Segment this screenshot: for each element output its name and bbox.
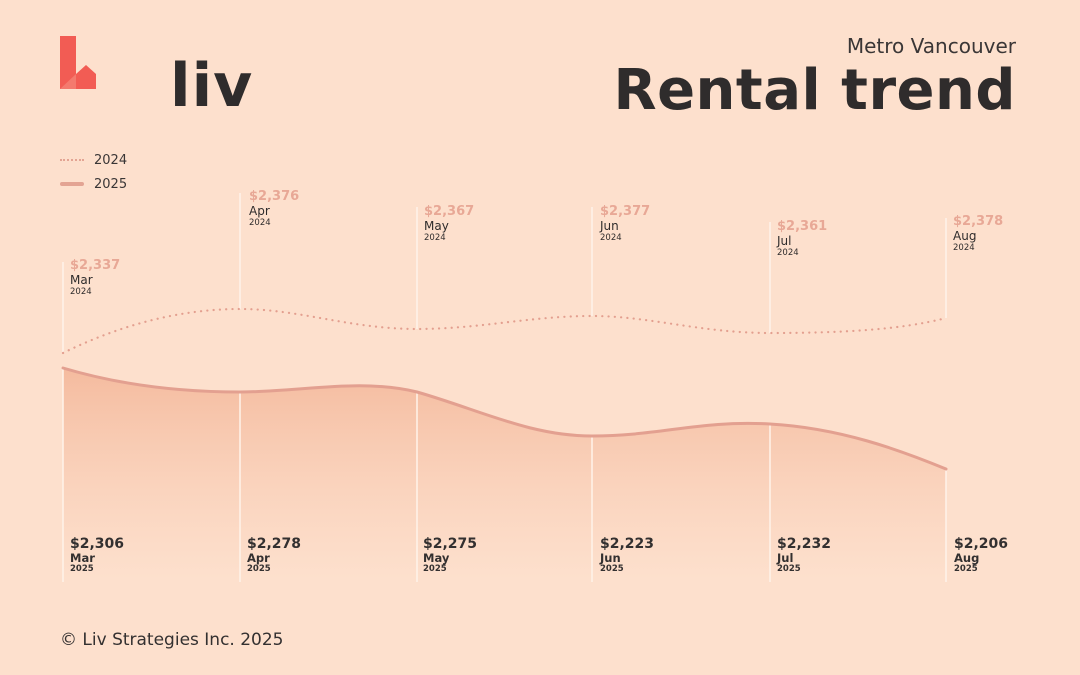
year-label: 2025 xyxy=(423,564,447,575)
year-label: 2025 xyxy=(600,564,624,575)
year-label: 2025 xyxy=(70,564,94,575)
year-label: 2024 xyxy=(953,242,975,253)
label-2025-jun: $2,223 Jun 2025 xyxy=(600,536,654,575)
legend-item-2025: 2025 xyxy=(60,172,127,196)
month-label: May xyxy=(423,551,450,566)
value-2025: $2,232 xyxy=(777,536,832,552)
solid-line-swatch-icon xyxy=(60,182,84,186)
logo-wordmark: liv xyxy=(170,51,254,121)
month-label: Jun xyxy=(600,218,619,233)
value-2024: $2,361 xyxy=(777,219,828,234)
legend-item-2024: 2024 xyxy=(60,148,127,172)
label-2024-mar: $2,337 Mar 2024 xyxy=(70,258,121,298)
label-2025-may: $2,275 May 2025 xyxy=(423,536,477,575)
value-2025: $2,206 xyxy=(954,536,1009,552)
value-2025: $2,306 xyxy=(70,536,125,552)
line-2025 xyxy=(61,366,948,471)
value-2024: $2,378 xyxy=(953,214,1004,229)
value-2025: $2,223 xyxy=(600,536,655,552)
label-2025-jul: $2,232 Jul 2025 xyxy=(777,536,831,575)
value-2024: $2,337 xyxy=(70,258,121,273)
value-2024: $2,377 xyxy=(600,204,651,219)
year-label: 2024 xyxy=(777,247,799,258)
year-label: 2024 xyxy=(600,232,622,243)
label-2025-mar: $2,306 Mar 2025 xyxy=(70,536,124,575)
year-label: 2025 xyxy=(247,564,271,575)
guides-2025 xyxy=(62,368,947,582)
value-2025: $2,275 xyxy=(423,536,478,552)
value-2024: $2,367 xyxy=(424,204,475,219)
label-2025-apr: $2,278 Apr 2025 xyxy=(247,536,301,575)
copyright-footer: © Liv Strategies Inc. 2025 xyxy=(60,630,284,650)
year-label: 2025 xyxy=(954,564,978,575)
month-label: Aug xyxy=(954,551,980,566)
month-label: Apr xyxy=(249,203,270,218)
month-label: Jul xyxy=(777,551,794,566)
label-2024-may: $2,367 May 2024 xyxy=(424,204,475,244)
month-label: Mar xyxy=(70,551,95,566)
year-label: 2024 xyxy=(70,286,92,297)
area-2025 xyxy=(63,368,946,580)
label-2024-jun: $2,377 Jun 2024 xyxy=(600,204,651,244)
year-label: 2024 xyxy=(249,217,271,228)
line-2024 xyxy=(61,307,948,355)
dotted-line-swatch-icon xyxy=(60,159,84,161)
liv-logo: liv xyxy=(58,34,252,116)
month-label: Jul xyxy=(777,233,792,248)
year-label: 2024 xyxy=(424,232,446,243)
month-label: Apr xyxy=(247,551,270,566)
label-2025-aug: $2,206 Aug 2025 xyxy=(954,536,1008,575)
logo-house-icon xyxy=(60,36,96,89)
month-label: May xyxy=(424,218,449,233)
label-2024-aug: $2,378 Aug 2024 xyxy=(953,214,1004,254)
chart-legend: 2024 2025 xyxy=(60,148,127,196)
page-title: Rental trend xyxy=(613,58,1016,123)
month-label: Jun xyxy=(600,551,621,566)
value-2025: $2,278 xyxy=(247,536,302,552)
legend-label: 2024 xyxy=(94,152,128,168)
label-2024-apr: $2,376 Apr 2024 xyxy=(249,189,300,229)
year-label: 2025 xyxy=(777,564,801,575)
month-label: Aug xyxy=(953,228,977,243)
month-label: Mar xyxy=(70,272,93,287)
region-subtitle: Metro Vancouver xyxy=(846,34,1016,58)
legend-label: 2025 xyxy=(94,176,128,192)
label-2024-jul: $2,361 Jul 2024 xyxy=(777,219,828,259)
value-2024: $2,376 xyxy=(249,189,300,204)
guides-2024 xyxy=(62,193,947,353)
